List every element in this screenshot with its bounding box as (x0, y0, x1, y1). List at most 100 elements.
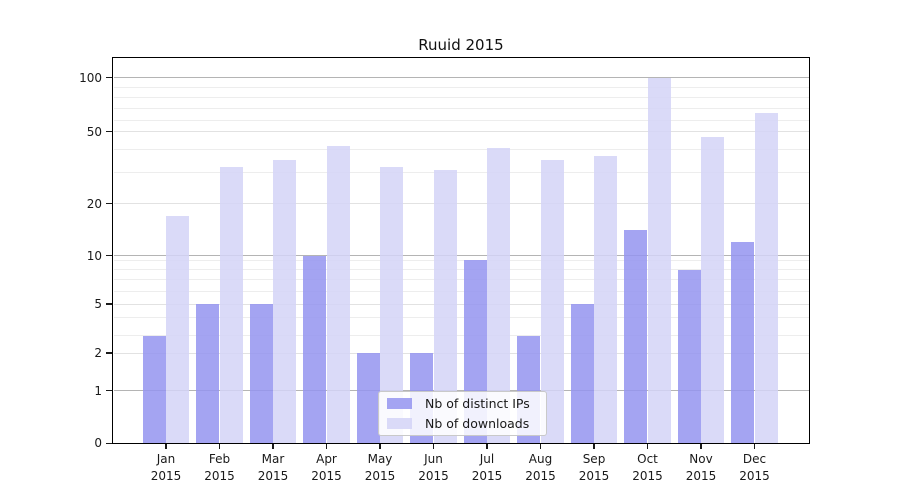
x-tick-month: Aug (528, 452, 553, 466)
x-tick (272, 443, 274, 449)
legend-swatch-downloads (387, 418, 412, 429)
x-tick (379, 443, 381, 449)
bar-downloads-jun (433, 169, 457, 444)
gridline (114, 303, 809, 305)
legend-swatch-distinct-ips (387, 398, 412, 409)
x-tick-year: 2015 (257, 468, 289, 483)
bar-downloads-mar (273, 160, 297, 444)
gridline (114, 77, 809, 79)
x-tick-year: 2015 (632, 468, 663, 483)
legend-item-downloads: Nb of downloads (379, 415, 546, 432)
x-tick (432, 443, 435, 449)
bar-ips-nov (677, 269, 701, 444)
x-tick (753, 443, 756, 449)
x-tick-year: 2015 (525, 468, 556, 483)
x-tick-month: Jul (479, 452, 495, 466)
x-tick-label: Nov 2015 (670, 451, 732, 484)
x-tick-month: Nov (689, 452, 713, 466)
gridline (114, 172, 809, 173)
x-tick (700, 443, 702, 449)
x-tick (325, 443, 328, 449)
bar-downloads-feb (219, 167, 243, 444)
x-tick-year: 2015 (418, 468, 449, 483)
x-tick-year: 2015 (150, 468, 182, 483)
gridline (114, 335, 809, 337)
gridline (114, 86, 809, 88)
y-tick-label: 100 (79, 70, 102, 85)
legend: Nb of distinct IPs Nb of downloads (378, 391, 547, 436)
bar-downloads-apr (326, 145, 350, 444)
gridline (114, 317, 809, 319)
y-tick (106, 442, 113, 444)
bar-downloads-sep (594, 155, 618, 444)
y-tick (106, 303, 113, 305)
bar-ips-dec (731, 241, 755, 444)
gridline (114, 255, 809, 256)
bar-downloads-jan (166, 215, 190, 444)
x-tick-label: May 2015 (349, 451, 411, 484)
y-tick-label: 0 (94, 436, 102, 451)
x-tick-year: 2015 (471, 468, 503, 483)
x-tick-label: Mar 2015 (242, 451, 304, 484)
y-tick (106, 254, 113, 257)
gridline (114, 278, 809, 280)
x-tick (593, 443, 595, 449)
x-tick-label: Dec 2015 (724, 451, 786, 484)
x-tick (486, 443, 488, 449)
bar-ips-sep (570, 304, 594, 444)
gridline (114, 203, 809, 204)
x-tick-month: Dec (742, 452, 767, 466)
gridline (114, 269, 809, 270)
y-tick-label: 2 (94, 346, 102, 360)
x-tick-label: Jan 2015 (135, 451, 197, 484)
y-tick (106, 202, 113, 205)
bar-downloads-dec (754, 112, 778, 444)
x-tick-month: Sep (582, 452, 606, 466)
bar-ips-feb (196, 304, 220, 444)
gridline (114, 107, 809, 109)
x-tick (539, 443, 542, 449)
x-tick (646, 443, 649, 449)
y-tick-label: 1 (94, 383, 102, 398)
y-tick-label: 50 (86, 124, 102, 139)
bar-downloads-jul (487, 147, 511, 444)
gridline (114, 120, 809, 122)
x-tick-label: Oct 2015 (617, 451, 679, 484)
x-tick-year: 2015 (204, 468, 235, 483)
y-tick (106, 77, 113, 79)
bar-ips-apr (303, 255, 327, 444)
y-tick (106, 352, 113, 354)
x-tick-label: Jul 2015 (456, 451, 518, 484)
x-tick (165, 443, 167, 449)
x-tick-month: Oct (637, 452, 658, 466)
x-tick-label: Apr 2015 (296, 451, 358, 484)
x-tick-label: Feb 2015 (189, 451, 251, 484)
x-tick (218, 443, 221, 449)
x-tick-month: Feb (208, 452, 231, 466)
x-tick-month: Jun (424, 452, 443, 466)
gridline (114, 131, 809, 133)
gridline (114, 96, 809, 98)
x-tick-label: Aug 2015 (510, 451, 572, 484)
bar-downloads-oct (647, 77, 671, 444)
x-tick-year: 2015 (578, 468, 610, 483)
x-tick-year: 2015 (739, 468, 770, 483)
legend-label-distinct-ips: Nb of distinct IPs (425, 396, 530, 411)
gridline (114, 259, 809, 261)
gridline (114, 291, 809, 293)
gridline (114, 149, 809, 151)
legend-item-distinct-ips: Nb of distinct IPs (379, 395, 546, 412)
bar-downloads-nov (701, 136, 725, 444)
gridline (114, 352, 809, 354)
y-tick-label: 10 (86, 248, 102, 263)
x-tick-label: Sep 2015 (563, 451, 625, 484)
x-tick-year: 2015 (685, 468, 717, 483)
y-tick (106, 131, 113, 133)
bar-ips-may (356, 353, 380, 444)
x-tick-year: 2015 (311, 468, 342, 483)
x-tick-label: Jun 2015 (403, 451, 465, 484)
y-tick (106, 390, 113, 392)
bar-downloads-aug (540, 160, 564, 444)
x-tick-year: 2015 (364, 468, 396, 483)
